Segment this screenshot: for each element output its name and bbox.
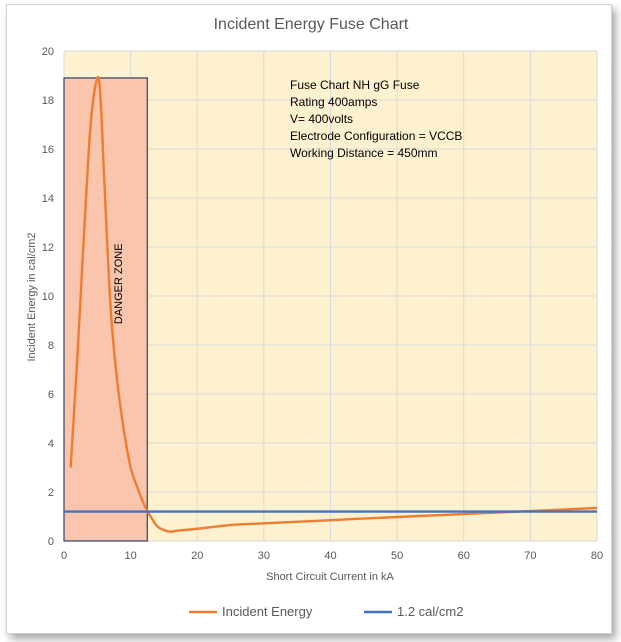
- x-tick-label: 70: [524, 550, 536, 562]
- annotation-line: Electrode Configuration = VCCB: [290, 129, 462, 143]
- x-tick-label: 80: [591, 550, 603, 562]
- legend: Incident Energy 1.2 cal/cm2: [189, 604, 463, 619]
- annotation-line: Working Distance = 450mm: [290, 146, 438, 160]
- chart-title: Incident Energy Fuse Chart: [214, 16, 409, 33]
- x-tick-label: 50: [391, 550, 403, 562]
- annotation-line: Rating 400amps: [290, 95, 377, 109]
- y-tick-label: 16: [42, 144, 54, 156]
- x-axis-ticks: 0 10 20 30 40 50 60 70 80: [61, 550, 603, 562]
- chart-annotations: Fuse Chart NH gG Fuse Rating 400amps V= 40…: [290, 78, 462, 160]
- legend-entry: 1.2 cal/cm2: [397, 604, 463, 619]
- x-tick-label: 20: [191, 550, 203, 562]
- y-tick-label: 8: [48, 340, 54, 352]
- y-tick-label: 20: [42, 46, 54, 58]
- grid-lines: [63, 50, 598, 542]
- y-tick-label: 0: [48, 536, 54, 548]
- incident-energy-line: [69, 75, 598, 533]
- legend-entry: Incident Energy: [222, 604, 313, 619]
- y-tick-label: 10: [42, 291, 54, 303]
- x-tick-label: 30: [258, 550, 270, 562]
- annotation-line: V= 400volts: [290, 112, 353, 126]
- x-tick-label: 40: [324, 550, 336, 562]
- annotation-line: Fuse Chart NH gG Fuse: [290, 78, 420, 92]
- x-tick-label: 60: [458, 550, 470, 562]
- y-tick-label: 2: [48, 487, 54, 499]
- x-tick-label: 10: [125, 550, 137, 562]
- x-axis-label: Short Circuit Current in kA: [266, 571, 394, 583]
- x-tick-label: 0: [61, 550, 67, 562]
- y-tick-label: 12: [42, 242, 54, 254]
- y-axis-label: Incident Energy in cal/cm2: [26, 232, 38, 361]
- danger-zone-label: DANGER ZONE: [113, 243, 125, 324]
- y-tick-label: 18: [42, 95, 54, 107]
- danger-zone: DANGER ZONE: [63, 77, 148, 542]
- y-tick-label: 14: [42, 193, 54, 205]
- y-tick-label: 4: [48, 438, 54, 450]
- danger-zone-box: [63, 77, 148, 542]
- series-lines: [64, 75, 598, 533]
- y-tick-label: 6: [48, 389, 54, 401]
- y-axis-ticks: 0 2 4 6 8 10 12 14 16 18 20: [42, 46, 54, 548]
